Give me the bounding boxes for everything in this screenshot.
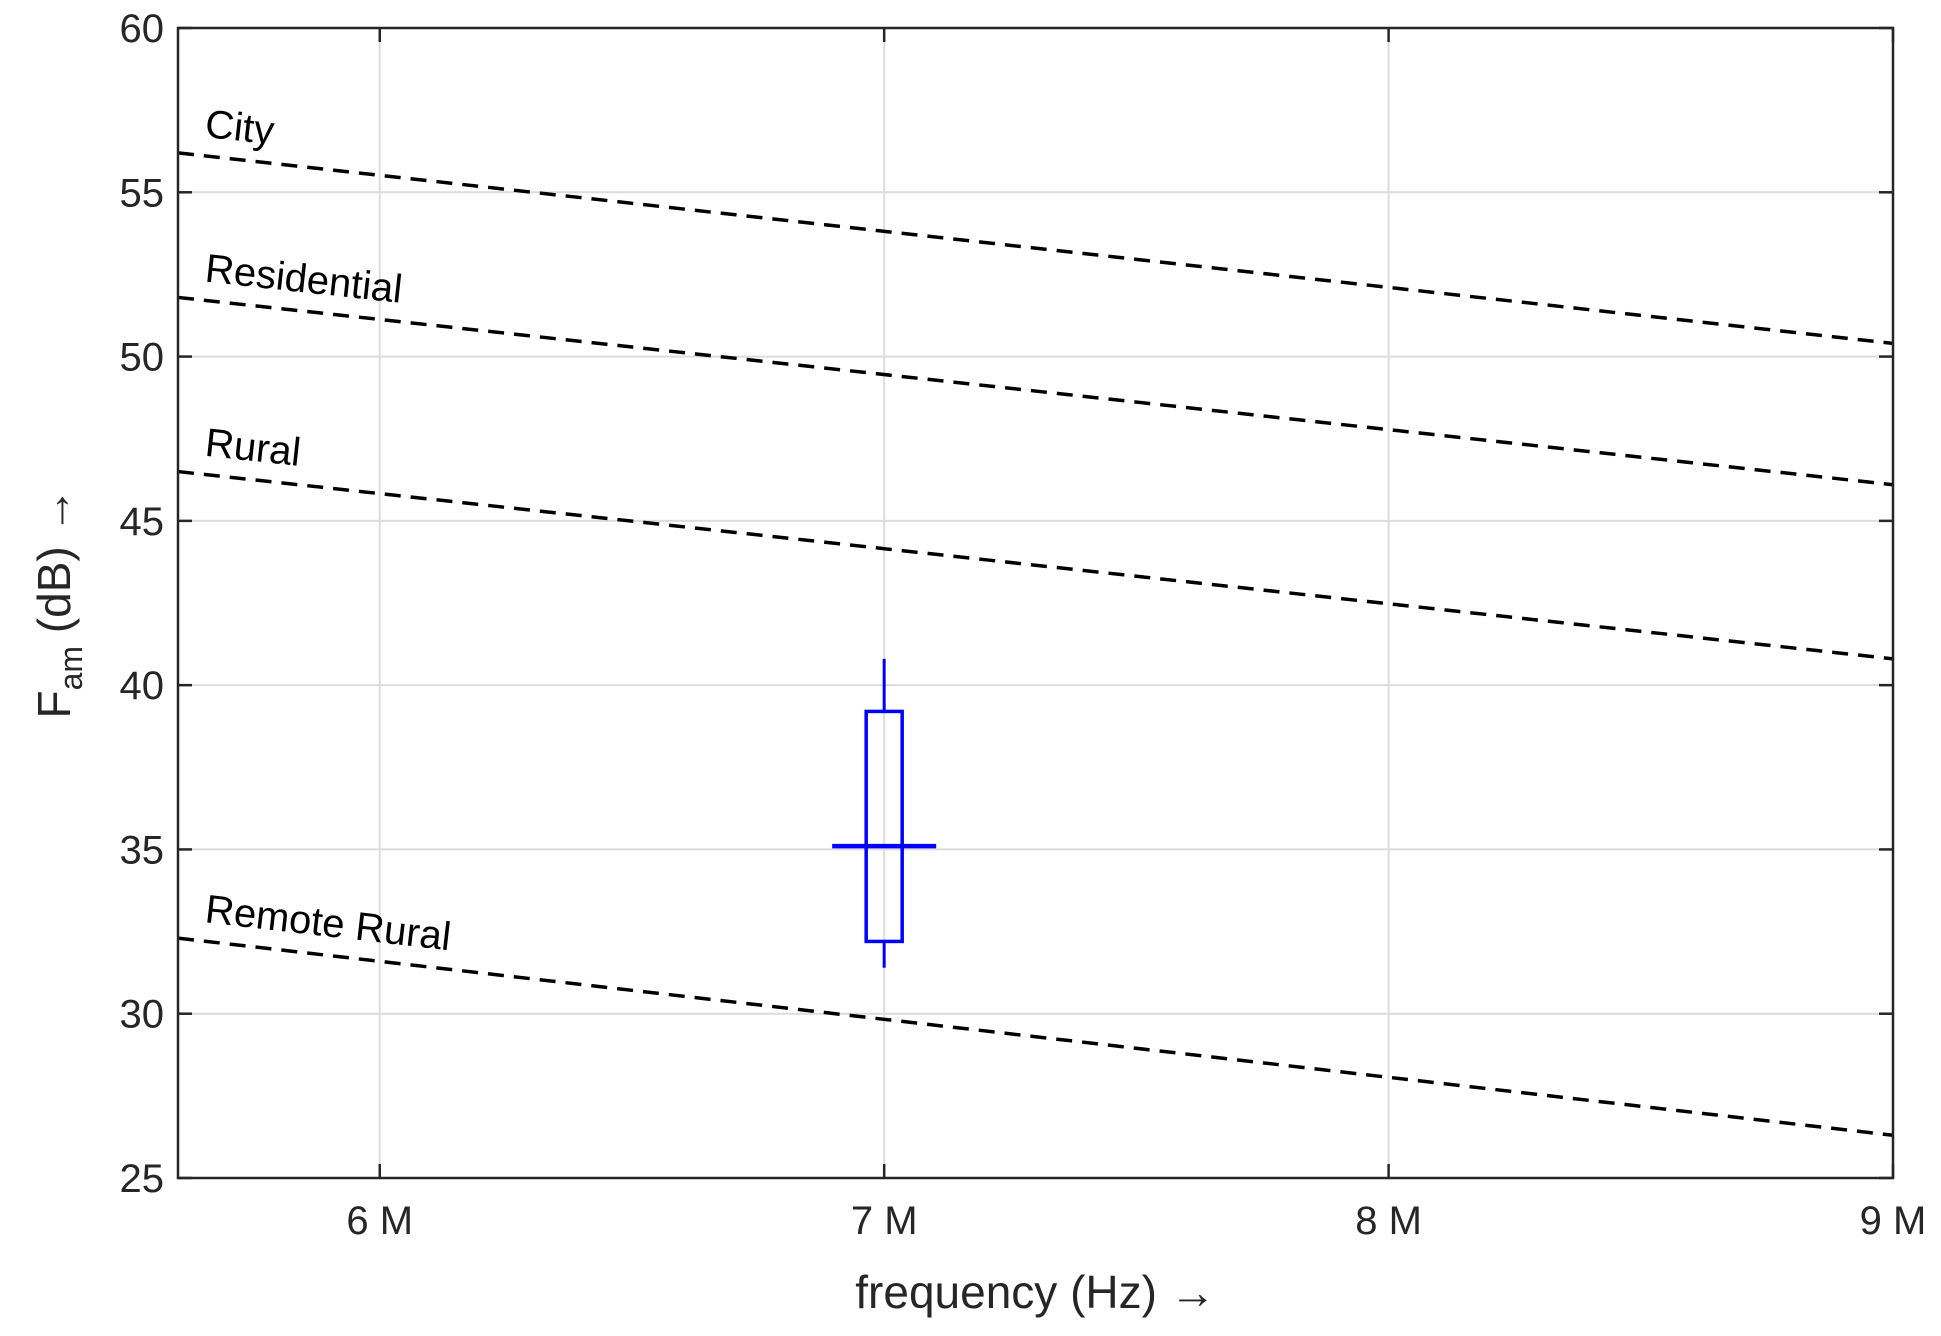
box-iqr [864,709,904,944]
y-tick-label: 55 [120,171,165,215]
y-tick-label: 25 [120,1157,165,1201]
series-line-2 [177,469,1894,661]
y-tick-label: 40 [120,664,165,708]
plot-frame [176,26,1895,1180]
series-line-3 [177,936,1894,1138]
boxplot [832,658,937,968]
x-tick-label: 8 M [1355,1199,1422,1243]
y-axis-label: Fam (dB) → [28,487,89,718]
x-axis-label: frequency (Hz) → [855,1266,1215,1318]
x-tick-label: 6 M [346,1199,413,1243]
x-tick-label: 7 M [851,1199,918,1243]
x-tick-label: 9 M [1860,1199,1927,1243]
series-line-1 [177,295,1894,487]
series-label-0: City [203,102,276,153]
y-tick-label: 45 [120,500,165,544]
y-axis-label-sub: am [53,646,89,690]
tick-labels: 25 30 35 40 45 50 55 60 6 M 7 M 8 M 9 M [120,7,1927,1243]
y-tick-label: 50 [120,336,165,380]
y-tick-label: 30 [120,993,165,1037]
y-tick-label: 35 [120,828,165,872]
y-axis-label-rest: (dB) → [28,487,80,645]
y-tick-label: 60 [120,7,165,51]
series-label-2: Rural [203,421,303,475]
y-axis-label-main: F [28,690,80,718]
series-line-0 [177,151,1894,346]
